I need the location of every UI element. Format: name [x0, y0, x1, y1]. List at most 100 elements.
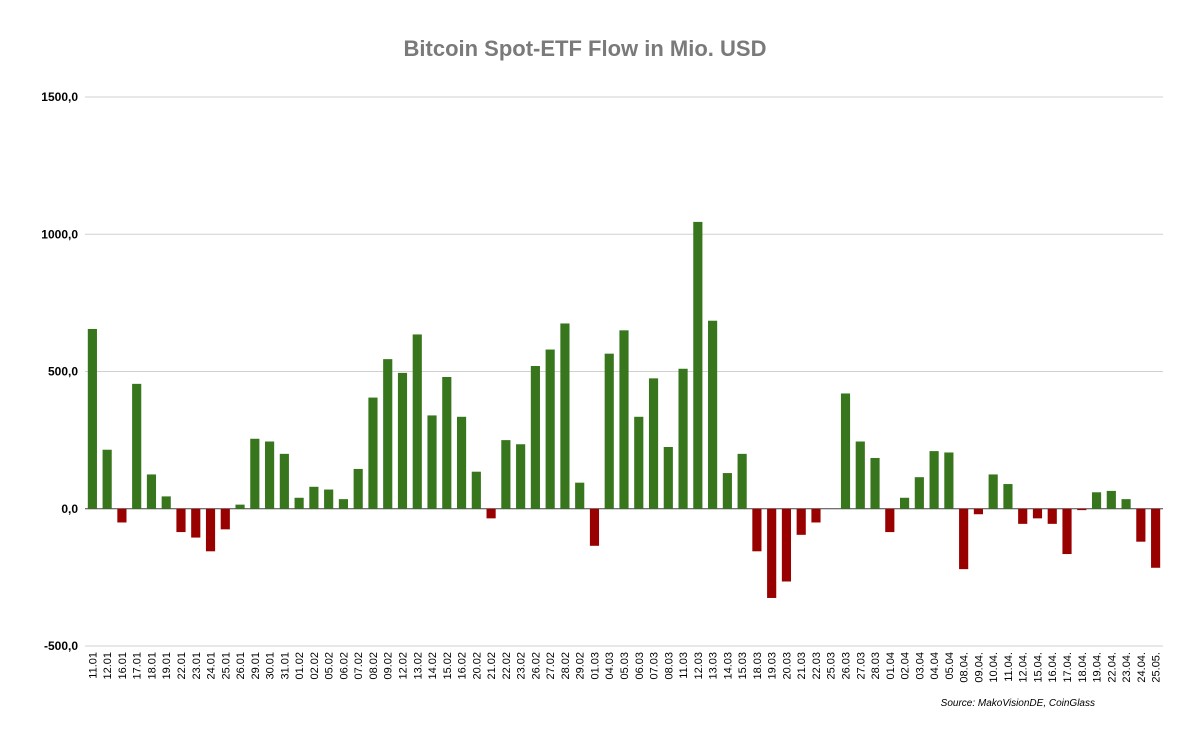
- bar: [117, 508, 127, 523]
- bar: [648, 378, 659, 509]
- x-tick-label: 16.02: [457, 652, 469, 680]
- x-tick-label: 19.03: [767, 652, 779, 680]
- x-tick-label: 08.04.: [959, 652, 971, 683]
- x-tick-label: 17.04.: [1062, 652, 1074, 683]
- x-tick-label: 17.01: [132, 652, 144, 680]
- x-tick-label: 24.04.: [1136, 652, 1148, 683]
- bar: [589, 508, 600, 546]
- bar: [132, 383, 142, 509]
- source-note: Source: MakoVisionDE, CoinGlass: [940, 698, 1095, 709]
- bar: [959, 508, 969, 570]
- x-axis-tick-labels: 11.01 12.01 16.01 17.01 18.01 19.01 22.01 23.01…: [87, 652, 1162, 683]
- x-tick-label: 25.05.: [1151, 652, 1163, 683]
- x-tick-label: 29.01: [250, 652, 262, 680]
- x-tick-label: 13.02: [412, 652, 424, 680]
- bar: [870, 457, 880, 509]
- bar: [516, 444, 526, 509]
- bar: [427, 415, 437, 509]
- bar: [176, 508, 186, 533]
- x-tick-label: 08.02: [368, 652, 380, 680]
- x-tick-label: 04.03: [604, 652, 616, 680]
- x-tick-label: 12.01: [102, 652, 114, 680]
- x-tick-label: 07.03: [649, 652, 661, 680]
- bar: [1121, 499, 1131, 509]
- bar: [412, 334, 422, 509]
- x-tick-label: 09.04.: [973, 652, 985, 683]
- bar: [929, 451, 939, 509]
- y-tick-label: 0,0: [61, 502, 78, 516]
- x-tick-label: 10.04.: [988, 652, 1000, 683]
- x-tick-label: 30.01: [265, 652, 277, 680]
- x-tick-label: 15.04.: [1032, 652, 1044, 683]
- x-tick-label: 12.04.: [1018, 652, 1030, 683]
- x-tick-label: 14.03: [722, 652, 734, 680]
- x-tick-label: 02.04: [900, 652, 912, 680]
- bar: [560, 323, 570, 509]
- x-tick-label: 15.02: [442, 652, 454, 680]
- bar: [442, 376, 452, 509]
- bar: [456, 416, 467, 509]
- bar: [1106, 490, 1116, 509]
- bar: [265, 441, 275, 509]
- bar: [811, 508, 821, 523]
- x-tick-label: 06.02: [338, 652, 350, 680]
- bar: [220, 508, 230, 530]
- y-tick-label: 500,0: [48, 365, 78, 379]
- bar: [840, 393, 851, 509]
- bar: [235, 504, 245, 509]
- bar: [604, 353, 614, 509]
- x-tick-label: 04.04: [929, 652, 941, 680]
- x-tick-label: 23.04.: [1121, 652, 1133, 683]
- x-tick-label: 16.01: [117, 652, 129, 680]
- x-tick-label: 22.02: [501, 652, 513, 680]
- x-tick-label: 03.04: [914, 652, 926, 680]
- x-tick-label: 23.01: [191, 652, 203, 680]
- bar: [324, 489, 334, 509]
- bar: [250, 438, 260, 509]
- bar: [855, 441, 865, 509]
- bar: [634, 416, 644, 509]
- bar: [973, 508, 983, 515]
- y-axis-tick-labels: -500,0 0,0 500,0 1000,0 1500,0: [41, 90, 78, 653]
- bar: [279, 453, 289, 509]
- x-tick-label: 05.02: [324, 652, 336, 680]
- x-tick-label: 27.03: [855, 652, 867, 680]
- bar: [693, 221, 703, 509]
- x-tick-label: 27.02: [545, 652, 557, 680]
- bar: [368, 397, 378, 509]
- bar: [397, 372, 408, 509]
- x-tick-label: 18.03: [752, 652, 764, 680]
- x-tick-label: 31.01: [279, 652, 291, 680]
- bar: [752, 508, 762, 552]
- bar: [796, 508, 806, 535]
- x-tick-label: 28.03: [870, 652, 882, 680]
- bar: [1091, 492, 1102, 509]
- bar: [708, 320, 718, 509]
- y-tick-label: 1500,0: [41, 90, 78, 104]
- x-tick-label: 16.04.: [1047, 652, 1059, 683]
- x-tick-label: 18.01: [146, 652, 158, 680]
- x-tick-label: 21.03: [796, 652, 808, 680]
- bar: [663, 446, 673, 509]
- bar: [383, 359, 393, 509]
- x-tick-label: 22.04.: [1106, 652, 1118, 683]
- x-tick-label: 25.01: [220, 652, 232, 680]
- x-tick-label: 24.01: [206, 652, 218, 680]
- bar: [1047, 508, 1057, 524]
- bar: [1032, 508, 1043, 519]
- bar: [87, 328, 97, 509]
- bar: [1003, 484, 1013, 509]
- bar: [309, 486, 319, 509]
- bar: [722, 473, 732, 509]
- x-tick-label: 28.02: [560, 652, 572, 680]
- x-tick-label: 11.03: [678, 652, 690, 679]
- y-tick-label: -500,0: [44, 639, 78, 653]
- x-tick-label: 01.04: [885, 652, 897, 680]
- x-tick-label: 11.01: [87, 652, 99, 679]
- bar: [530, 366, 540, 509]
- bar: [501, 440, 511, 509]
- x-tick-label: 20.03: [781, 652, 793, 680]
- bar: [486, 508, 496, 519]
- x-tick-label: 12.02: [397, 652, 409, 680]
